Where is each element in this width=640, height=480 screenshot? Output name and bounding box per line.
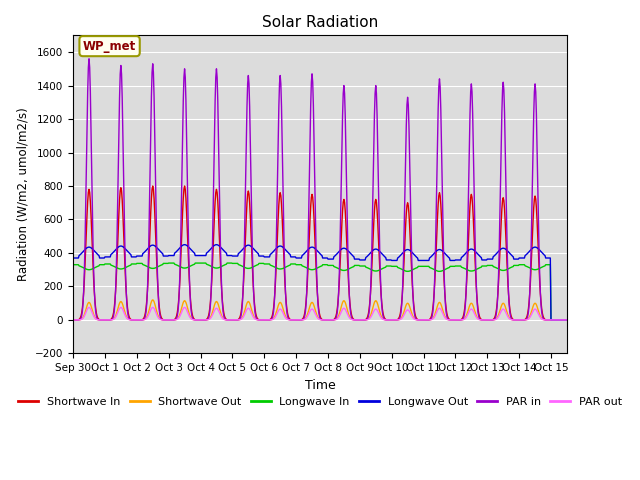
Longwave In (424, 264, 431, 269)
Longwave Out (436, 247, 444, 252)
Longwave Out (71, 255, 79, 261)
Shortwave In (299, 316, 307, 322)
Shortwave In (71, 317, 79, 323)
Longwave Out (180, 242, 188, 248)
Shortwave Out (424, 317, 431, 323)
PAR in (299, 317, 307, 323)
Longwave In (165, 260, 173, 266)
PAR out (436, 305, 444, 311)
Longwave In (138, 261, 146, 266)
Shortwave In (149, 183, 157, 189)
Shortwave Out (71, 317, 79, 323)
Longwave In (280, 265, 288, 271)
PAR in (280, 245, 288, 251)
Shortwave Out (149, 297, 157, 303)
Longwave Out (69, 255, 77, 261)
PAR out (280, 312, 288, 318)
PAR out (563, 317, 570, 323)
PAR out (139, 317, 147, 323)
PAR out (299, 317, 307, 323)
Longwave Out (547, 317, 555, 323)
Shortwave In (69, 317, 77, 323)
Line: PAR in: PAR in (73, 59, 566, 320)
Longwave Out (138, 253, 146, 259)
Shortwave In (280, 264, 288, 269)
Shortwave Out (280, 310, 288, 315)
Longwave Out (424, 258, 431, 264)
Text: WP_met: WP_met (83, 40, 136, 53)
Shortwave In (424, 317, 431, 323)
Shortwave In (563, 317, 570, 323)
Shortwave Out (299, 317, 307, 323)
PAR in (139, 317, 147, 323)
Longwave In (299, 263, 307, 269)
Shortwave In (138, 317, 146, 323)
PAR out (424, 317, 431, 323)
Longwave In (69, 262, 77, 267)
Title: Solar Radiation: Solar Radiation (262, 15, 378, 30)
Line: PAR out: PAR out (73, 307, 566, 320)
Longwave Out (563, 317, 570, 323)
Line: Shortwave Out: Shortwave Out (73, 300, 566, 320)
Shortwave Out (69, 317, 77, 323)
PAR in (85, 56, 93, 61)
X-axis label: Time: Time (305, 379, 335, 392)
Longwave Out (299, 252, 307, 258)
PAR out (69, 317, 77, 323)
Longwave Out (280, 245, 288, 251)
Shortwave Out (138, 317, 146, 323)
Longwave In (436, 268, 444, 274)
Longwave In (547, 317, 555, 323)
Longwave In (563, 317, 570, 323)
PAR in (71, 317, 79, 323)
Shortwave Out (436, 300, 444, 305)
Line: Longwave Out: Longwave Out (73, 245, 566, 320)
Legend: Shortwave In, Shortwave Out, Longwave In, Longwave Out, PAR in, PAR out: Shortwave In, Shortwave Out, Longwave In… (14, 393, 626, 411)
Y-axis label: Radiation (W/m2, umol/m2/s): Radiation (W/m2, umol/m2/s) (17, 108, 29, 281)
Line: Longwave In: Longwave In (73, 263, 566, 320)
Longwave In (71, 262, 79, 267)
PAR in (69, 317, 77, 323)
PAR in (563, 317, 570, 323)
PAR in (424, 317, 431, 323)
Line: Shortwave In: Shortwave In (73, 186, 566, 320)
PAR out (71, 317, 79, 323)
PAR out (85, 304, 93, 310)
Shortwave In (436, 190, 444, 195)
PAR in (436, 76, 444, 82)
Shortwave Out (563, 317, 570, 323)
